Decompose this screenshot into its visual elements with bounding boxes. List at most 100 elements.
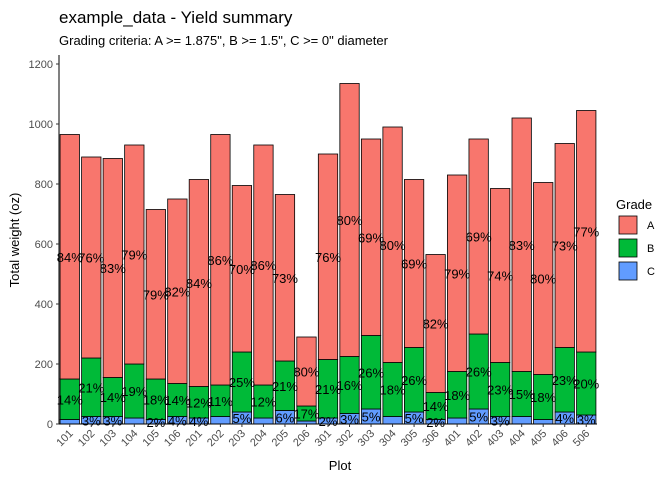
chart-subtitle: Grading criteria: A >= 1.875", B >= 1.5"… (59, 33, 389, 48)
pct-label-303-grade-B: 26% (358, 365, 384, 380)
bar-305-grade-A (403, 179, 425, 348)
pct-label-105-grade-C: 2% (146, 415, 165, 430)
bar-103-grade-A (102, 158, 123, 378)
pct-label-206-grade-B: 17% (293, 407, 319, 422)
y-axis: 0 200 400 600 800 1000 1200 (29, 55, 60, 431)
legend-title: Grade (616, 197, 652, 212)
x-axis-title: Plot (329, 458, 352, 473)
bar-204-grade-C (253, 417, 274, 425)
pct-label-202-grade-A: 86% (207, 253, 233, 268)
legend-label-A: A (647, 220, 655, 232)
bar-304-grade-A (382, 126, 403, 363)
y-axis-title: Total weight (oz) (7, 193, 22, 288)
pct-label-302-grade-A: 80% (337, 213, 363, 228)
pct-label-302-grade-B: 16% (337, 378, 363, 393)
x-tick-label: 203 (227, 428, 248, 449)
pct-label-105-grade-A: 79% (143, 287, 169, 302)
bar-404-grade-C (511, 416, 532, 425)
pct-label-201-grade-A: 84% (186, 276, 212, 291)
x-tick-label: 305 (399, 428, 420, 449)
x-tick-label: 303 (356, 428, 377, 449)
pct-label-203-grade-C: 5% (233, 411, 252, 426)
x-tick-label: 202 (205, 428, 226, 449)
pct-label-401-grade-B: 18% (444, 388, 470, 403)
pct-label-102-grade-A: 76% (78, 251, 104, 266)
pct-label-304-grade-A: 80% (380, 238, 406, 253)
legend-key-C (618, 261, 638, 281)
chart-title: example_data - Yield summary (59, 8, 293, 27)
pct-label-303-grade-C: 5% (362, 410, 381, 425)
plot-area: 14%84%3%21%76%3%14%83%19%79%2%18%79%4%14… (57, 83, 600, 430)
pct-label-202-grade-B: 11% (208, 394, 233, 409)
pct-label-306-grade-B: 14% (423, 399, 449, 414)
pct-label-206-grade-A: 80% (293, 365, 319, 380)
bar-304-grade-C (382, 416, 403, 425)
pct-label-303-grade-A: 69% (358, 230, 384, 245)
pct-label-305-grade-B: 26% (401, 373, 427, 388)
x-tick-label: 104 (119, 428, 140, 449)
pct-label-104-grade-B: 19% (121, 384, 147, 399)
bar-106-grade-A (167, 198, 188, 384)
x-tick-label: 405 (528, 428, 549, 449)
x-tick-label: 101 (54, 428, 75, 449)
bar-202-grade-A (210, 134, 231, 386)
bar-206-grade-A (296, 336, 317, 407)
x-tick-label: 103 (97, 428, 118, 449)
bar-404-grade-A (511, 117, 532, 372)
bar-201-grade-A (188, 179, 209, 387)
pct-label-306-grade-A: 82% (423, 317, 449, 332)
bar-104-grade-C (124, 417, 145, 425)
pct-label-203-grade-A: 70% (229, 262, 255, 277)
bar-402-grade-A (468, 138, 489, 335)
legend-key-B (618, 238, 638, 258)
pct-label-106-grade-B: 14% (164, 393, 190, 408)
bar-202-grade-C (210, 416, 231, 425)
bar-302-grade-A (339, 83, 360, 357)
bar-405-grade-C (533, 419, 554, 425)
x-tick-label: 403 (485, 428, 506, 449)
x-tick-label: 301 (313, 428, 334, 449)
pct-label-103-grade-B: 14% (100, 390, 126, 405)
bar-203-grade-A (231, 185, 253, 353)
pct-label-205-grade-B: 21% (272, 379, 298, 394)
pct-label-305-grade-C: 5% (405, 411, 424, 426)
y-tick-label: 400 (35, 299, 53, 311)
y-tick-label: 1000 (29, 119, 53, 131)
bar-405-grade-A (533, 182, 554, 375)
x-tick-label: 201 (184, 428, 205, 449)
bar-105-grade-A (145, 209, 166, 380)
pct-label-401-grade-A: 79% (444, 266, 470, 281)
pct-label-405-grade-B: 18% (530, 390, 556, 405)
bar-306-grade-A (425, 254, 446, 393)
pct-label-201-grade-B: 12% (186, 395, 212, 410)
pct-label-304-grade-B: 18% (380, 383, 406, 398)
bar-205-grade-A (274, 194, 296, 362)
pct-label-306-grade-C: 2% (426, 415, 445, 430)
bar-104-grade-A (124, 144, 145, 365)
x-tick-label: 302 (334, 428, 355, 449)
pct-label-402-grade-C: 5% (469, 410, 488, 425)
bar-102-grade-A (81, 156, 102, 359)
pct-label-403-grade-B: 23% (487, 383, 513, 398)
bar-506-grade-A (576, 110, 597, 353)
bar-406-grade-A (554, 143, 575, 348)
x-tick-label: 102 (76, 428, 97, 449)
bar-101-grade-C (59, 419, 80, 425)
x-tick-label: 204 (248, 428, 269, 449)
bar-403-grade-A (490, 188, 511, 363)
pct-label-402-grade-B: 26% (466, 365, 492, 380)
x-tick-label: 205 (270, 428, 291, 449)
pct-label-204-grade-B: 12% (250, 395, 276, 410)
bar-204-grade-A (253, 144, 274, 386)
legend: Grade ABC (616, 197, 655, 281)
y-tick-label: 0 (47, 419, 53, 431)
legend-key-A (618, 215, 638, 235)
pct-label-406-grade-B: 23% (552, 373, 578, 388)
pct-label-205-grade-A: 73% (272, 271, 298, 286)
pct-label-305-grade-A: 69% (401, 257, 427, 272)
pct-label-106-grade-A: 82% (164, 284, 190, 299)
pct-label-406-grade-C: 4% (555, 411, 574, 426)
y-tick-label: 800 (35, 179, 53, 191)
x-tick-label: 404 (506, 428, 527, 449)
